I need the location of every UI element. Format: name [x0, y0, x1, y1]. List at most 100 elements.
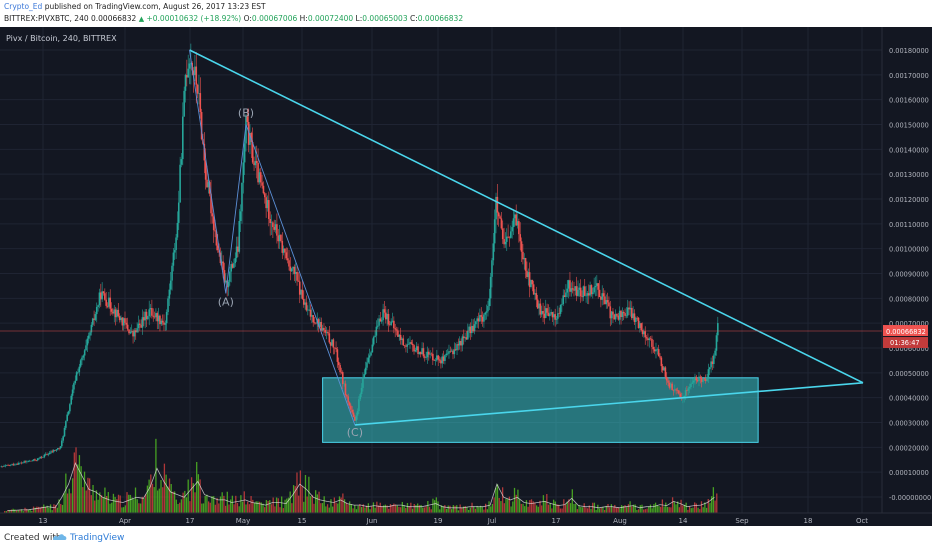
- volume-bar: [398, 506, 400, 513]
- volume-bar: [636, 509, 638, 513]
- volume-bar: [187, 479, 189, 513]
- candle-body: [243, 143, 246, 163]
- volume-bar: [692, 507, 694, 513]
- volume-bar: [325, 506, 327, 513]
- candle-body: [238, 220, 241, 252]
- volume-bar: [651, 508, 653, 513]
- chart-svg[interactable]: (A) (B) (C) 0.00180000 0.00170000 0.00160000…: [0, 27, 932, 526]
- candle-body: [511, 227, 513, 232]
- author-link[interactable]: Crypto_Ed: [4, 2, 43, 11]
- candle-body: [151, 308, 153, 316]
- volume-bar: [71, 478, 74, 513]
- candle-body: [468, 326, 470, 331]
- volume-bar: [32, 506, 35, 513]
- candle-body: [454, 349, 457, 351]
- y-tick-label: 0.00080000: [889, 295, 929, 303]
- volume-bar: [551, 508, 553, 513]
- volume-bar: [131, 497, 133, 513]
- candle-body: [23, 461, 25, 463]
- candle-body: [633, 313, 636, 323]
- volume-bar: [518, 499, 521, 513]
- candle-body: [609, 306, 612, 319]
- volume-bar: [298, 495, 300, 513]
- volume-bar: [661, 499, 664, 513]
- candle-body: [483, 314, 485, 322]
- time-axis[interactable]: 13 Apr 17 May 15 Jun 19 Jul 17 Aug 14 Sep 18 Oct: [0, 512, 932, 525]
- candle-body: [659, 356, 661, 358]
- candle-body: [86, 338, 89, 346]
- volume-bar: [104, 487, 106, 513]
- candle-body: [641, 330, 644, 335]
- candle-body: [101, 291, 103, 300]
- volume-bar: [410, 502, 412, 513]
- candle-body: [411, 343, 414, 346]
- volume-bar: [248, 504, 251, 513]
- candle-body: [358, 399, 360, 412]
- candle-body: [277, 235, 280, 242]
- candle-body: [397, 330, 399, 337]
- candle-body: [82, 355, 85, 358]
- candle-body: [532, 284, 535, 295]
- volume-bar: [162, 487, 164, 513]
- volume-bar: [641, 504, 643, 513]
- volume-bar: [63, 493, 65, 513]
- y-tick-label: 0.00060000: [889, 345, 929, 353]
- tradingview-brand[interactable]: TradingView: [70, 533, 125, 543]
- volume-bar: [403, 505, 405, 513]
- volume-bar: [316, 494, 319, 513]
- candle-body: [601, 293, 604, 300]
- volume-bar: [694, 502, 696, 513]
- candle-body: [36, 458, 39, 461]
- candle-body: [703, 378, 706, 380]
- candle-body: [259, 172, 262, 183]
- change-value: +0.00010632 (+18.92%): [144, 14, 244, 23]
- volume-bar: [573, 503, 575, 513]
- volume-bar: [632, 504, 635, 513]
- candle-body: [137, 323, 140, 329]
- volume-bar: [17, 510, 19, 513]
- candle-body: [548, 313, 551, 317]
- volume-bar: [617, 507, 619, 513]
- candle-body: [147, 316, 149, 320]
- volume-bar: [456, 505, 458, 513]
- volume-bar: [682, 505, 684, 513]
- candle-body: [629, 307, 632, 310]
- volume-bar: [29, 509, 31, 513]
- candle-body: [553, 314, 555, 318]
- candle-body: [195, 66, 198, 85]
- candle-body: [504, 241, 507, 245]
- candle-body: [196, 84, 199, 94]
- candle-body: [309, 309, 312, 317]
- volume-bar: [673, 501, 675, 513]
- candle-body: [389, 324, 391, 326]
- candle-body: [198, 93, 200, 94]
- candle-body: [686, 390, 688, 391]
- chart-area[interactable]: (A) (B) (C) 0.00180000 0.00170000 0.00160000…: [0, 27, 932, 526]
- candle-body: [121, 317, 124, 326]
- volume-bar: [699, 509, 701, 513]
- price-axis[interactable]: 0.00180000 0.00170000 0.00160000 0.00150000…: [0, 27, 931, 513]
- candle-body: [27, 461, 30, 463]
- volume-bar: [304, 474, 307, 513]
- volume-bar: [150, 474, 152, 513]
- candle-body: [640, 323, 642, 331]
- candle-body: [274, 224, 277, 230]
- candle-body: [706, 377, 708, 381]
- candle-body: [89, 332, 91, 336]
- volume-bar: [275, 497, 278, 513]
- volume-bar: [9, 510, 11, 513]
- candle-body: [535, 293, 538, 300]
- candle-body: [414, 350, 417, 352]
- candle-body: [458, 340, 461, 346]
- candle-body: [593, 287, 595, 293]
- volume-bar: [432, 498, 434, 513]
- y-tick-label: 0.00010000: [889, 469, 929, 477]
- volume-bar: [683, 504, 686, 513]
- candle-body: [315, 322, 317, 324]
- candle-body: [113, 309, 116, 314]
- volume-bar: [318, 491, 320, 513]
- volume-bar: [299, 470, 302, 513]
- volume-bar: [507, 499, 509, 513]
- candle-body: [79, 360, 82, 367]
- candle-body: [663, 367, 665, 371]
